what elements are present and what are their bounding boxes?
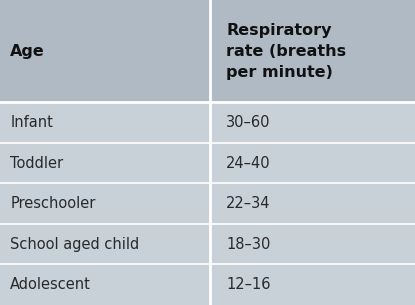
Text: Toddler: Toddler bbox=[10, 156, 63, 170]
Text: Preschooler: Preschooler bbox=[10, 196, 96, 211]
Bar bbox=[0, 143, 415, 183]
Text: 12–16: 12–16 bbox=[226, 277, 271, 292]
Bar bbox=[0, 264, 415, 305]
Text: Infant: Infant bbox=[10, 115, 53, 130]
Bar bbox=[0, 224, 415, 264]
Bar bbox=[0, 0, 415, 102]
Text: Age: Age bbox=[10, 44, 45, 59]
Text: School aged child: School aged child bbox=[10, 237, 139, 252]
Text: 30–60: 30–60 bbox=[226, 115, 271, 130]
Text: Adolescent: Adolescent bbox=[10, 277, 91, 292]
Text: 22–34: 22–34 bbox=[226, 196, 271, 211]
Text: 24–40: 24–40 bbox=[226, 156, 271, 170]
Text: Respiratory
rate (breaths
per minute): Respiratory rate (breaths per minute) bbox=[226, 23, 346, 80]
Bar bbox=[0, 183, 415, 224]
Text: 18–30: 18–30 bbox=[226, 237, 271, 252]
Bar bbox=[0, 102, 415, 143]
